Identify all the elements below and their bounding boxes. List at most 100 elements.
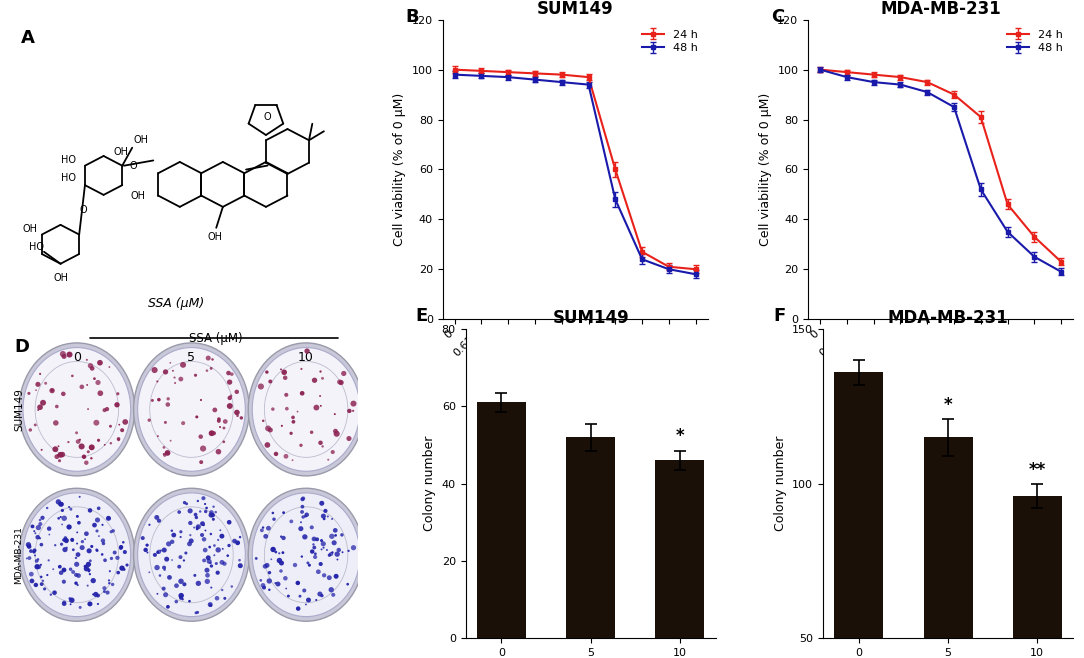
Ellipse shape [119,546,122,550]
Ellipse shape [289,432,293,435]
Ellipse shape [85,532,89,536]
Ellipse shape [215,596,219,601]
Ellipse shape [62,354,66,359]
Ellipse shape [300,368,302,370]
Ellipse shape [267,578,272,584]
Ellipse shape [269,380,272,384]
Ellipse shape [88,508,92,513]
Ellipse shape [122,541,125,544]
Ellipse shape [199,510,202,513]
Title: MDA-MB-231: MDA-MB-231 [880,0,1001,18]
Ellipse shape [74,562,79,567]
Ellipse shape [178,565,181,569]
Ellipse shape [262,420,264,422]
Ellipse shape [90,366,94,370]
Ellipse shape [196,528,198,530]
Ellipse shape [156,380,158,382]
Ellipse shape [313,405,320,411]
Ellipse shape [126,563,129,567]
Ellipse shape [179,555,182,559]
Ellipse shape [351,545,357,550]
Ellipse shape [163,592,168,597]
Ellipse shape [188,542,192,546]
Ellipse shape [156,551,159,554]
Ellipse shape [172,370,173,372]
Ellipse shape [119,545,124,549]
Title: MDA-MB-231: MDA-MB-231 [888,309,1008,328]
Ellipse shape [62,601,66,605]
Ellipse shape [268,589,271,591]
Ellipse shape [171,559,173,561]
Ellipse shape [334,534,337,537]
Ellipse shape [310,549,314,554]
Ellipse shape [163,453,167,457]
Ellipse shape [72,374,74,377]
Ellipse shape [216,547,221,553]
Ellipse shape [228,544,231,547]
Ellipse shape [57,452,64,458]
Ellipse shape [262,564,268,569]
Text: 10: 10 [298,351,314,364]
Text: C: C [771,8,785,26]
Ellipse shape [282,511,285,514]
Text: SSA (μM): SSA (μM) [189,332,243,345]
Ellipse shape [169,362,171,364]
Ellipse shape [193,526,195,528]
Ellipse shape [326,549,328,551]
Ellipse shape [154,515,159,520]
Ellipse shape [101,538,105,543]
Ellipse shape [61,392,66,396]
Ellipse shape [96,594,100,597]
Ellipse shape [23,347,131,471]
Ellipse shape [280,536,283,538]
Ellipse shape [270,559,272,560]
Ellipse shape [138,493,245,617]
Ellipse shape [193,574,196,577]
Ellipse shape [202,496,206,500]
Ellipse shape [89,444,94,450]
Ellipse shape [299,443,302,447]
Ellipse shape [346,583,349,586]
Ellipse shape [321,542,326,546]
Ellipse shape [334,574,338,579]
Text: F: F [773,307,785,325]
Ellipse shape [57,459,61,462]
Ellipse shape [154,565,159,570]
Ellipse shape [181,598,184,600]
Ellipse shape [170,530,173,532]
Ellipse shape [98,535,100,537]
Ellipse shape [103,590,106,593]
Ellipse shape [300,497,305,501]
Ellipse shape [106,516,111,520]
Ellipse shape [54,454,60,459]
Ellipse shape [228,395,232,400]
Ellipse shape [199,460,203,464]
Ellipse shape [77,584,79,586]
Ellipse shape [88,601,92,607]
Ellipse shape [178,510,181,514]
Ellipse shape [59,502,64,507]
Ellipse shape [57,445,60,447]
Ellipse shape [157,398,160,401]
Ellipse shape [158,574,162,577]
Ellipse shape [39,537,41,540]
Ellipse shape [91,578,95,583]
Ellipse shape [204,510,207,513]
Ellipse shape [153,553,157,557]
Ellipse shape [75,432,78,434]
Ellipse shape [227,403,233,409]
Ellipse shape [214,554,216,556]
Ellipse shape [93,592,99,597]
Ellipse shape [83,565,87,568]
Ellipse shape [260,528,263,532]
Ellipse shape [282,551,284,554]
Ellipse shape [179,596,183,600]
Ellipse shape [61,509,64,512]
Ellipse shape [335,551,340,557]
Ellipse shape [81,455,87,459]
Ellipse shape [66,524,72,530]
Ellipse shape [312,378,318,383]
Ellipse shape [305,348,310,354]
Ellipse shape [292,420,295,424]
Ellipse shape [57,565,62,569]
